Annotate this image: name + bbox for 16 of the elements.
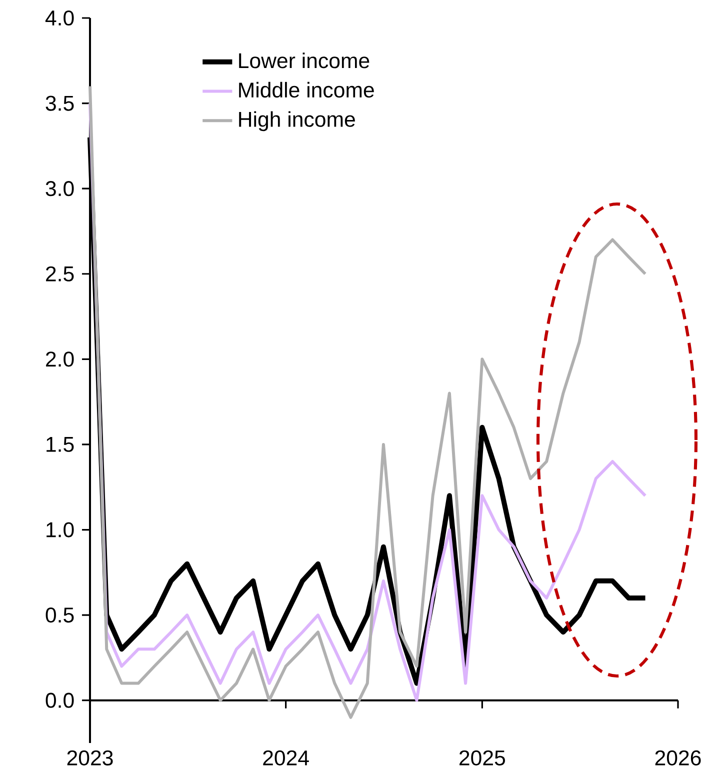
x-tick-label: 2023 <box>67 750 113 766</box>
x-tick-label: 2025 <box>460 750 505 766</box>
y-tick-label: 0.5 <box>46 608 74 623</box>
legend-label: Middle income <box>239 82 374 98</box>
y-tick-label: 1.0 <box>46 522 74 538</box>
x-tick-label: 2026 <box>655 750 701 766</box>
legend-label: Lower income <box>239 52 370 68</box>
legend-label: High income <box>239 111 355 132</box>
x-tick-label: 2024 <box>263 750 309 766</box>
y-tick-label: 3.5 <box>46 96 74 111</box>
y-tick-label: 0.0 <box>46 692 74 708</box>
y-tick-label: 1.5 <box>46 437 74 452</box>
y-tick-label: 2.0 <box>46 352 74 367</box>
y-tick-label: 4.0 <box>45 10 74 26</box>
y-tick-label: 3.0 <box>46 181 74 196</box>
y-tick-label: 2.5 <box>46 266 74 282</box>
